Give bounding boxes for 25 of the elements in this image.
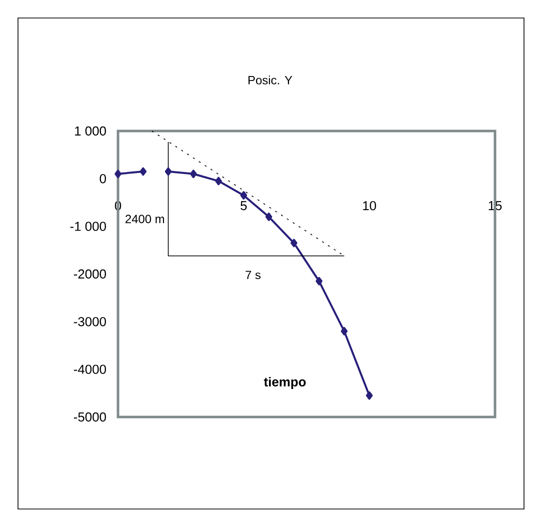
x-axis-title: tiempo: [264, 376, 306, 390]
chart-title: Posic. Y: [248, 76, 292, 84]
point: [140, 167, 147, 176]
y-tick-label: -2000: [74, 269, 106, 279]
y-tick-label: -4000: [74, 364, 106, 374]
y-tick-label: -5000: [74, 412, 106, 422]
point: [290, 238, 298, 248]
y-tick-label: 0: [100, 174, 106, 184]
annotation: 2400 m: [126, 214, 164, 224]
point: [114, 170, 122, 178]
point: [340, 326, 348, 336]
y-tick-label: 1 000: [75, 126, 106, 136]
point: [215, 176, 222, 186]
point: [240, 191, 248, 200]
point: [265, 212, 272, 221]
point: [190, 170, 197, 178]
x-tick-label: 5: [240, 201, 247, 210]
y-tick-label: -1 000: [70, 222, 106, 231]
point: [366, 391, 373, 400]
x-tick-label: 10: [363, 201, 376, 210]
point: [316, 276, 322, 286]
x-tick-label: 15: [488, 201, 502, 210]
y-tick-label: -3000: [74, 317, 106, 326]
point: [164, 167, 172, 176]
annotation: 7 s: [246, 270, 261, 280]
